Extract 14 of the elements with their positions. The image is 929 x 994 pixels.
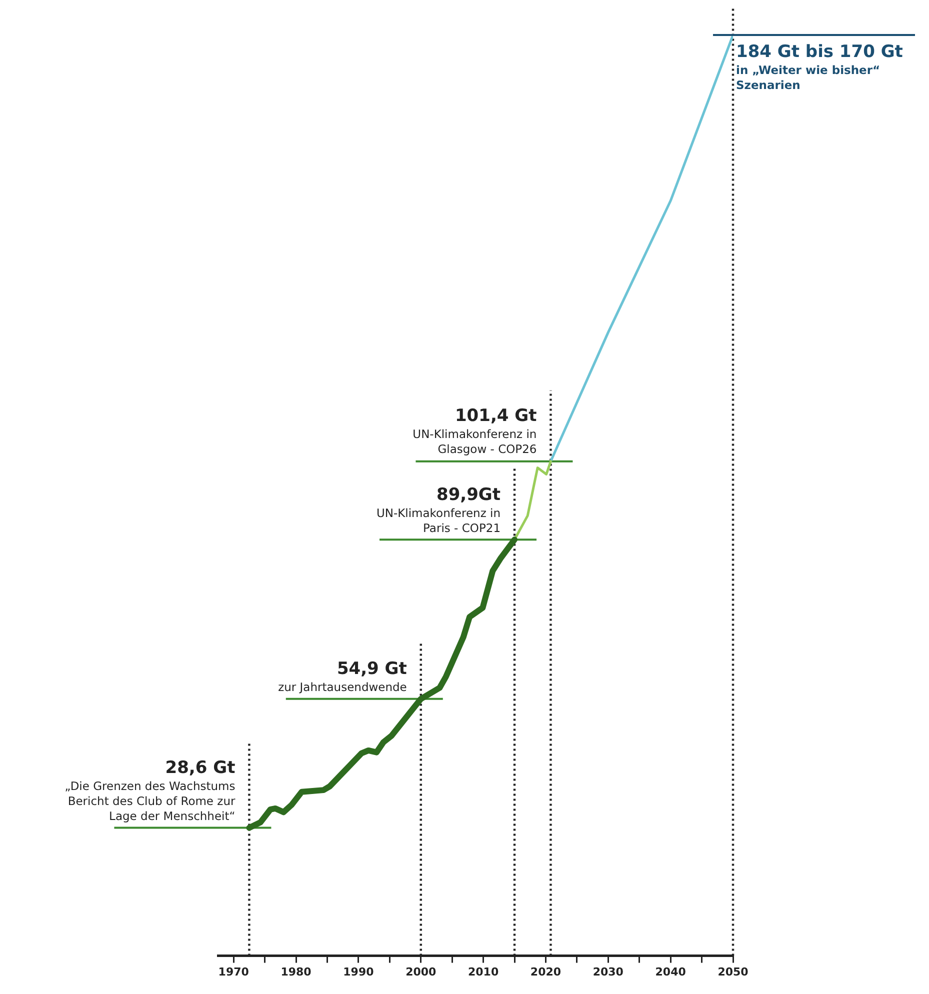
x-tick-label: 1990: [343, 965, 374, 978]
x-tick-label: 2030: [592, 965, 624, 978]
x-tick-label: 2050: [718, 965, 749, 978]
annotation: 28,6 Gt „Die Grenzen des Wachstums Bericht des Club of Rome zur Lage der Menschheit“: [64, 758, 236, 824]
x-tick-label: 2020: [530, 965, 562, 978]
x-tick-label: 2000: [406, 965, 437, 978]
annotation: 101,4 Gt UN-Klimakonferenz in Glasgow - COP26: [412, 406, 537, 458]
annotation: 54,9 Gt zur Jahrtausendwende: [278, 658, 407, 695]
x-tick-label: 1970: [218, 965, 250, 978]
annotation: 184 Gt bis 170 Gt in „Weiter wie bisher“ Szenarien: [736, 42, 903, 94]
x-tick-label: 2010: [468, 965, 499, 978]
x-tick-label: 1980: [280, 965, 312, 978]
annotation: 89,9Gt UN-Klimakonferenz in Paris - COP21: [376, 484, 501, 536]
x-tick-label: 2040: [655, 965, 686, 978]
